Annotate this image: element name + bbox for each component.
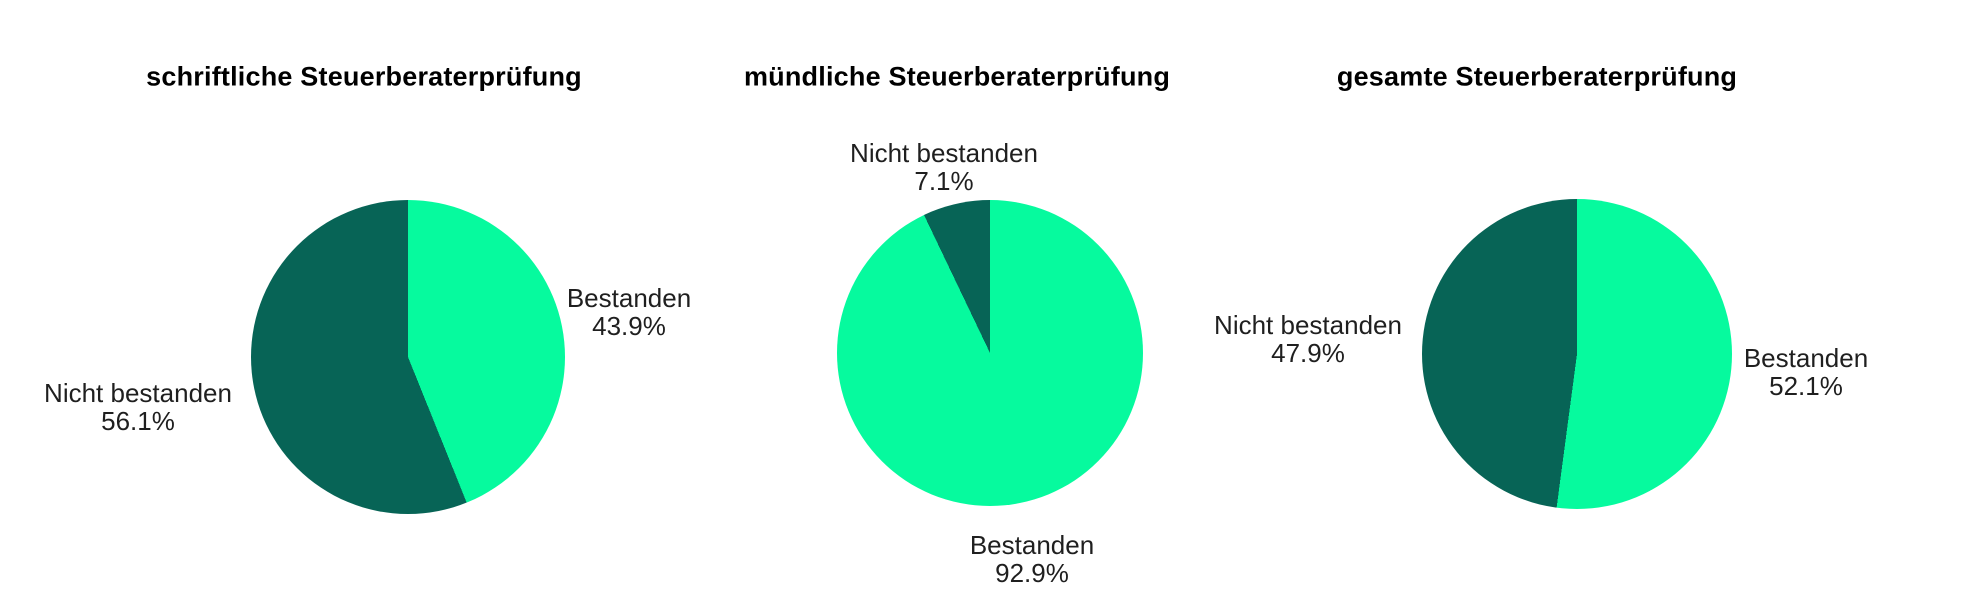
slice-name: Nicht bestanden <box>44 378 232 408</box>
chart-title-schriftliche: schriftliche Steuerberaterprüfung <box>146 61 582 92</box>
slice-label-schriftliche-nicht-bestanden: Nicht bestanden 56.1% <box>44 379 232 435</box>
pie-schriftliche <box>251 200 565 514</box>
slice-name: Bestanden <box>1743 343 1869 373</box>
slice-name: Bestanden <box>969 530 1095 560</box>
slice-percent: 7.1% <box>914 166 974 196</box>
slice-percent: 56.1% <box>101 406 175 436</box>
slice-percent: 43.9% <box>592 311 666 341</box>
pie-muendliche <box>837 200 1143 506</box>
pie-gesamte <box>1422 199 1732 509</box>
slice-label-gesamte-bestanden: Bestanden 52.1% <box>1744 344 1868 400</box>
slice-label-muendliche-bestanden: Bestanden 92.9% <box>970 531 1094 587</box>
chart-title-gesamte: gesamte Steuerberaterprüfung <box>1336 61 1738 92</box>
slice-name: Nicht bestanden <box>850 138 1038 168</box>
slice-label-schriftliche-bestanden: Bestanden 43.9% <box>567 284 691 340</box>
slice-percent: 52.1% <box>1769 371 1843 401</box>
slice-label-muendliche-nicht-bestanden: Nicht bestanden 7.1% <box>850 139 1038 195</box>
slice-percent: 92.9% <box>995 558 1069 588</box>
slice-label-gesamte-nicht-bestanden: Nicht bestanden 47.9% <box>1214 311 1402 367</box>
slice-name: Nicht bestanden <box>1214 310 1402 340</box>
chart-title-muendliche: mündliche Steuerberaterprüfung <box>743 61 1171 92</box>
slice-name: Bestanden <box>566 283 692 313</box>
slice-percent: 47.9% <box>1271 338 1345 368</box>
